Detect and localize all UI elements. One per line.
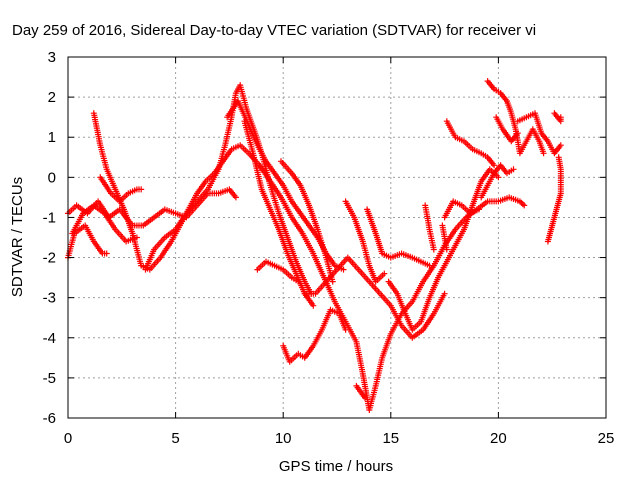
data-point — [430, 246, 437, 253]
y-tick-label: -1 — [43, 209, 56, 226]
y-tick-label: -4 — [43, 330, 56, 347]
data-series-track — [353, 382, 368, 401]
y-tick-label: 3 — [48, 49, 56, 66]
x-tick-label: 5 — [171, 430, 179, 447]
y-tick-label: -3 — [43, 290, 56, 307]
data-marks — [65, 78, 564, 413]
data-series-track — [514, 110, 564, 157]
data-point — [443, 246, 450, 253]
y-axis-ticks: -6 -5 -4 -3 -2 -1 0 1 2 3 — [43, 49, 606, 427]
x-tick-label: 0 — [64, 430, 72, 447]
data-series-track — [443, 118, 498, 169]
data-series-track — [342, 198, 388, 285]
data-point — [441, 290, 448, 297]
data-series-track — [493, 114, 521, 145]
x-tick-label: 25 — [598, 430, 615, 447]
data-series-track — [364, 206, 433, 269]
plot-frame — [67, 56, 607, 419]
data-series-track — [441, 198, 482, 221]
data-point — [476, 206, 482, 213]
data-series-track — [69, 202, 140, 245]
grid-lines — [68, 57, 606, 418]
data-series-track — [439, 222, 450, 253]
data-point — [133, 234, 140, 241]
y-tick-label: -2 — [43, 250, 56, 267]
data-point — [138, 186, 145, 193]
y-tick-label: 1 — [48, 129, 56, 146]
data-point — [232, 194, 239, 201]
data-series-track — [97, 174, 145, 205]
data-point — [329, 278, 336, 285]
data-point — [295, 278, 302, 285]
data-series-track — [90, 110, 528, 413]
data-series-track — [551, 110, 564, 125]
data-point — [555, 154, 562, 161]
data-series-track — [280, 306, 349, 365]
data-point — [340, 266, 347, 273]
data-series-track — [65, 222, 110, 261]
data-point — [342, 326, 349, 333]
data-point — [540, 150, 547, 157]
data-series-track — [422, 202, 437, 253]
y-tick-label: -6 — [43, 410, 56, 427]
data-series-track — [478, 162, 517, 201]
x-axis-label: GPS time / hours — [279, 458, 393, 475]
data-series-track — [544, 154, 564, 245]
data-point — [426, 262, 433, 269]
y-tick-label: -5 — [43, 370, 56, 387]
data-point — [362, 394, 368, 401]
data-point — [310, 302, 317, 309]
data-point — [557, 114, 564, 121]
data-point — [557, 142, 564, 149]
x-tick-label: 10 — [275, 430, 292, 447]
y-tick-label: 0 — [48, 169, 56, 186]
data-point — [491, 162, 498, 169]
x-tick-label: 20 — [490, 430, 507, 447]
data-point — [103, 250, 110, 257]
data-point — [514, 130, 521, 137]
chart-title: Day 259 of 2016, Sidereal Day-to-day VTE… — [12, 22, 536, 39]
data-series-track — [65, 186, 239, 229]
y-axis-label: SDTVAR / TECUs — [9, 177, 26, 297]
data-series-track — [278, 158, 336, 285]
data-point — [381, 270, 388, 277]
data-series-track — [254, 258, 302, 285]
data-series-track — [301, 254, 448, 341]
x-tick-label: 15 — [382, 430, 399, 447]
x-axis-ticks: 0 5 10 15 20 25 — [64, 57, 615, 447]
y-tick-label: 2 — [48, 89, 56, 106]
data-point — [510, 166, 517, 173]
data-point — [495, 174, 502, 181]
data-point — [521, 202, 528, 209]
